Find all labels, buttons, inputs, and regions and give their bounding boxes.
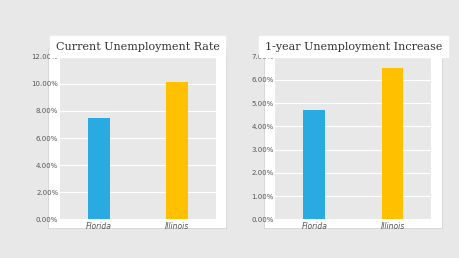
Bar [166,83,188,219]
Title: Current Unemployment Rate: Current Unemployment Rate [56,42,220,52]
Title: 1-year Unemployment Increase: 1-year Unemployment Increase [265,42,442,52]
Bar [88,118,110,219]
Bar [381,68,403,219]
Bar [303,110,325,219]
